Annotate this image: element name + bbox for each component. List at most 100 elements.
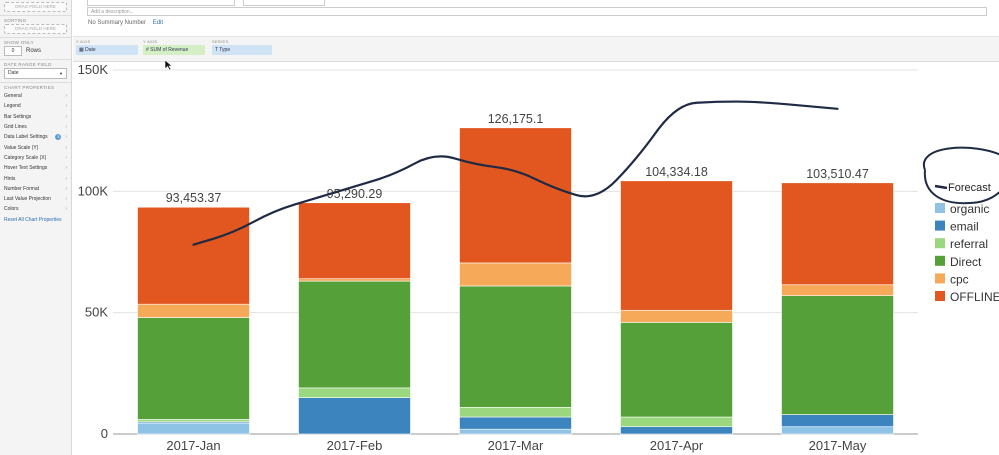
series-slot: SERIES T Type [212, 39, 272, 55]
chart-property-item[interactable]: Bar Settings › [0, 112, 71, 122]
chart-property-item[interactable]: Grid Lines › [0, 122, 71, 132]
y-axis-field-pill[interactable]: # SUM of Revenue [143, 45, 205, 55]
caret-down-icon: ▼ [59, 71, 63, 76]
bar-segment-organic [781, 426, 894, 435]
legend-swatch-cpc [935, 273, 945, 284]
total-data-label: 93,453.37 [166, 191, 222, 205]
number-icon: # [146, 47, 149, 53]
report-header: Add a description... No Summary Number E… [73, 0, 999, 36]
chart-property-label: Grid Lines [4, 124, 27, 131]
legend-swatch-offline [935, 291, 945, 301]
chart-property-label: Number Format [4, 185, 40, 192]
mouse-cursor-icon [164, 59, 173, 71]
chevron-right-icon: › [65, 134, 67, 141]
bar-segment-cpc [137, 303, 250, 318]
chart-property-item[interactable]: Hints › [0, 173, 71, 183]
total-data-label: 104,334.18 [645, 165, 708, 179]
x-tick-label: 2017-May [809, 438, 867, 453]
legend-label-cpc: cpc [950, 272, 969, 286]
bar-segment-cpc [459, 262, 572, 287]
chevron-right-icon: › [65, 165, 67, 172]
y-tick-label: 150K [78, 62, 109, 77]
show-only-unit: Rows [26, 48, 42, 54]
x-tick-label: 2017-Apr [650, 438, 704, 453]
series-label: SERIES [212, 39, 229, 44]
calendar-icon: ▦ [79, 47, 84, 53]
edit-summary-link[interactable]: Edit [152, 20, 164, 26]
reset-properties-link[interactable]: Reset All Chart Properties [4, 216, 62, 223]
x-tick-label: 2017-Mar [488, 438, 544, 453]
chart-properties-list: General › Legend › Bar Settings › Grid Lines › D… [0, 91, 71, 215]
total-labels: 93,453.37 95,290.29 126,175.1 104,334.18 103… [166, 112, 869, 205]
chart-properties-title: CHART PROPERTIES [4, 85, 55, 90]
bar-segment-referral [459, 407, 572, 418]
series-field-name: Type [219, 47, 231, 53]
chevron-right-icon: › [65, 103, 67, 110]
y-axis-field-name: SUM of Revenue [150, 47, 189, 53]
chart-property-label: Value Scale (Y) [4, 144, 39, 151]
chart-property-label: Legend [4, 103, 21, 110]
field-box[interactable] [243, 0, 325, 6]
field-box[interactable] [87, 0, 235, 6]
forecast-legend-circle-annotation [922, 146, 999, 205]
show-only-title: SHOW ONLY [4, 40, 34, 45]
description-input[interactable]: Add a description... [87, 7, 987, 16]
legend-swatch-direct [935, 255, 945, 266]
legend-label-forecast: Forecast [948, 182, 991, 194]
date-range-select[interactable]: Date ▼ [4, 68, 67, 79]
bar-segment-offline [298, 202, 411, 279]
chart-property-label: Last Value Projection [4, 196, 51, 203]
bar-segment-referral [620, 416, 733, 428]
chevron-right-icon: › [65, 175, 67, 182]
bar-segment-email [459, 416, 572, 430]
bar-segment-direct [781, 295, 894, 415]
total-data-label: 126,175.1 [488, 112, 544, 126]
legend-label-email: email [950, 220, 979, 234]
divider [0, 59, 71, 60]
y-tick-label: 100K [78, 183, 109, 198]
bar-segment-organic [459, 428, 572, 435]
bar-segment-cpc [620, 309, 733, 323]
series-field-pill[interactable]: T Type [212, 45, 272, 55]
show-only-input[interactable]: 0 [4, 46, 22, 56]
legend-swatch-email [935, 220, 945, 231]
chevron-right-icon: › [65, 144, 67, 151]
legend-swatch-referral [935, 238, 945, 249]
y-axis-slot: Y AXIS # SUM of Revenue [143, 39, 205, 55]
bar-stacks [137, 127, 894, 435]
y-axis-label: Y AXIS [143, 39, 158, 44]
stacked-bar-chart: 0 50K 100K 150K 93,453.37 95,290.29 126,175.1… [78, 62, 999, 453]
count-badge: 3 [55, 134, 62, 141]
x-axis-slot: X AXIS ▦ Date [76, 39, 138, 55]
chart-property-item[interactable]: Last Value Projection › [0, 194, 71, 204]
sorting-drop-zone[interactable]: DRAG FIELD HERE [4, 24, 67, 34]
chart-property-item[interactable]: Colors › [0, 204, 71, 214]
x-axis-field-pill[interactable]: ▦ Date [76, 45, 138, 55]
chart-property-item[interactable]: Legend › [0, 101, 71, 111]
bar-segment-direct [620, 322, 733, 418]
forecast-line [192, 100, 839, 246]
chart-property-item[interactable]: Number Format › [0, 184, 71, 194]
chart-property-item[interactable]: Value Scale (Y) › [0, 142, 71, 152]
chart-property-item[interactable]: General › [0, 91, 71, 101]
bar-segment-email [298, 397, 411, 435]
bar-segment-direct [137, 317, 250, 420]
legend-label-organic: organic [950, 202, 989, 216]
legend: Forecast organic email referral Direct cpc OFF… [922, 146, 999, 304]
x-field-drop-zone[interactable]: DRAG FIELD HERE [4, 2, 67, 12]
chart-property-item[interactable]: Hover Text Settings › [0, 163, 71, 173]
chevron-right-icon: › [65, 206, 67, 213]
chart-property-item[interactable]: Data Label Settings 3 › [0, 132, 71, 142]
chevron-right-icon: › [65, 154, 67, 161]
summary-text: No Summary Number [88, 20, 147, 26]
forecast-line-layer [192, 100, 839, 246]
legend-label-direct: Direct [950, 255, 982, 269]
total-data-label: 95,290.29 [327, 187, 383, 201]
chart-property-item[interactable]: Category Scale (X) › [0, 153, 71, 163]
divider [0, 82, 71, 83]
bar-segment-organic [137, 422, 250, 435]
x-axis-field-name: Date [85, 47, 96, 53]
divider [0, 15, 71, 16]
bar-segment-cpc [781, 284, 894, 296]
chevron-right-icon: › [65, 196, 67, 203]
